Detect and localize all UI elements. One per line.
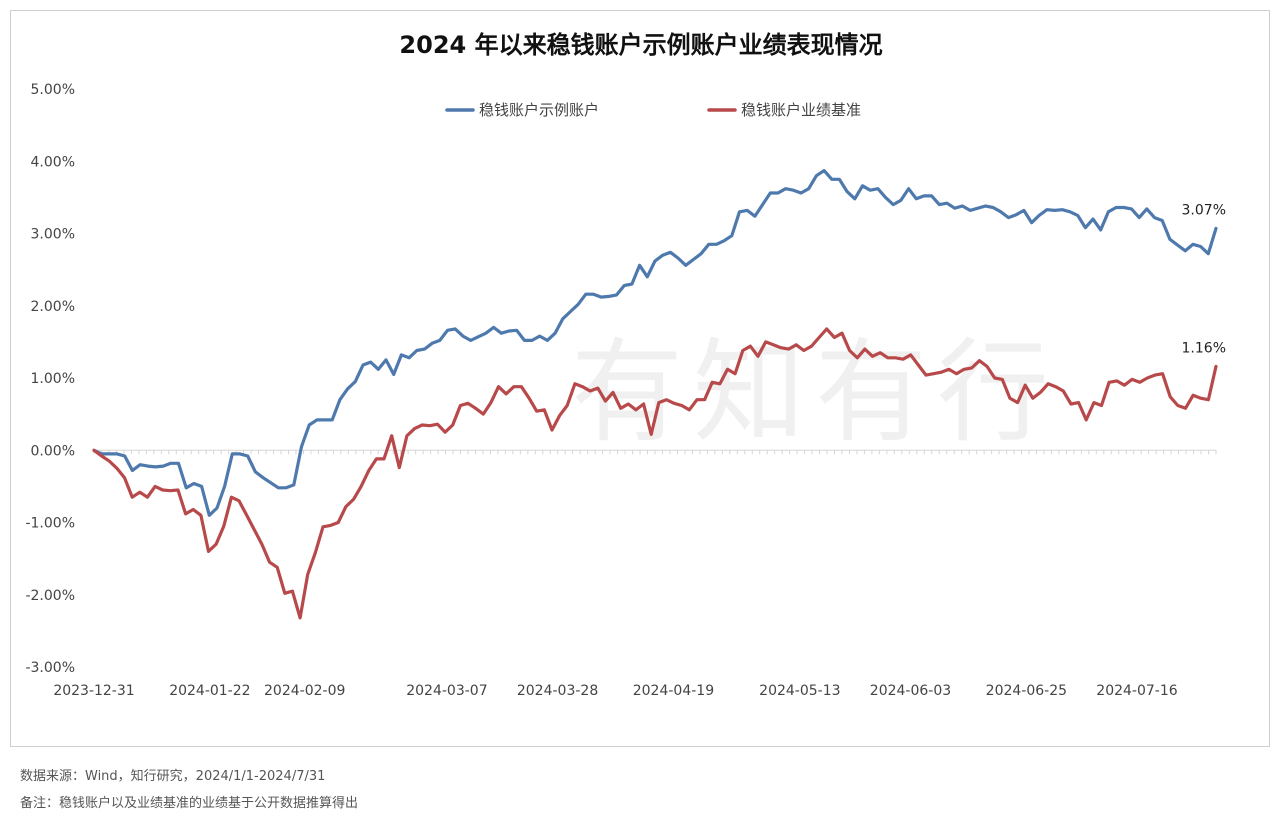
x-tick-label: 2024-03-07 bbox=[406, 683, 487, 699]
legend-label-red: 稳钱账户业绩基准 bbox=[741, 101, 861, 119]
y-tick-label: 0.00% bbox=[31, 443, 75, 459]
y-tick-label: -2.00% bbox=[25, 588, 75, 604]
end-label-red: 1.16% bbox=[1182, 340, 1226, 356]
x-tick-label: 2024-07-16 bbox=[1096, 683, 1177, 699]
chart-frame: 有知有行 2024 年以来稳钱账户示例账户业绩表现情况 稳钱账户示例账户 稳钱账… bbox=[10, 10, 1270, 747]
x-axis: 2023-12-31 2024-01-22 2024-02-09 2024-03-07… bbox=[53, 450, 1217, 699]
chart-title: 2024 年以来稳钱账户示例账户业绩表现情况 bbox=[399, 31, 882, 59]
series-line-red bbox=[92, 327, 1218, 620]
x-tick-label: 2024-06-25 bbox=[986, 683, 1067, 699]
line-chart: 有知有行 2024 年以来稳钱账户示例账户业绩表现情况 稳钱账户示例账户 稳钱账… bbox=[25, 31, 1226, 699]
y-tick-label: 5.00% bbox=[31, 82, 75, 98]
y-tick-label: -1.00% bbox=[25, 516, 75, 532]
y-tick-label: 1.00% bbox=[31, 371, 75, 387]
source-note: 数据来源：Wind，知行研究，2024/1/1-2024/7/31 bbox=[20, 769, 326, 784]
x-tick-label: 2024-01-22 bbox=[169, 683, 250, 699]
series-line-blue bbox=[92, 169, 1218, 517]
end-label-blue: 3.07% bbox=[1182, 202, 1226, 218]
x-tick-label: 2023-12-31 bbox=[53, 683, 134, 699]
y-tick-label: 4.00% bbox=[31, 154, 75, 170]
series-layer: 3.07% 1.16% bbox=[92, 169, 1226, 620]
chart-legend: 稳钱账户示例账户 稳钱账户业绩基准 bbox=[445, 101, 861, 119]
x-tick-label: 2024-05-13 bbox=[759, 683, 840, 699]
x-tick-label: 2024-06-03 bbox=[870, 683, 951, 699]
x-tick-label: 2024-02-09 bbox=[264, 683, 345, 699]
x-tick-label: 2024-04-19 bbox=[633, 683, 714, 699]
y-tick-label: 2.00% bbox=[31, 299, 75, 315]
y-tick-label: -3.00% bbox=[25, 660, 75, 676]
y-tick-label: 3.00% bbox=[31, 227, 75, 243]
legend-label-blue: 稳钱账户示例账户 bbox=[479, 101, 599, 119]
remark-note: 备注：稳钱账户以及业绩基准的业绩基于公开数据推算得出 bbox=[20, 796, 359, 811]
x-tick-label: 2024-03-28 bbox=[517, 683, 598, 699]
watermark-text: 有知有行 bbox=[571, 328, 1059, 458]
